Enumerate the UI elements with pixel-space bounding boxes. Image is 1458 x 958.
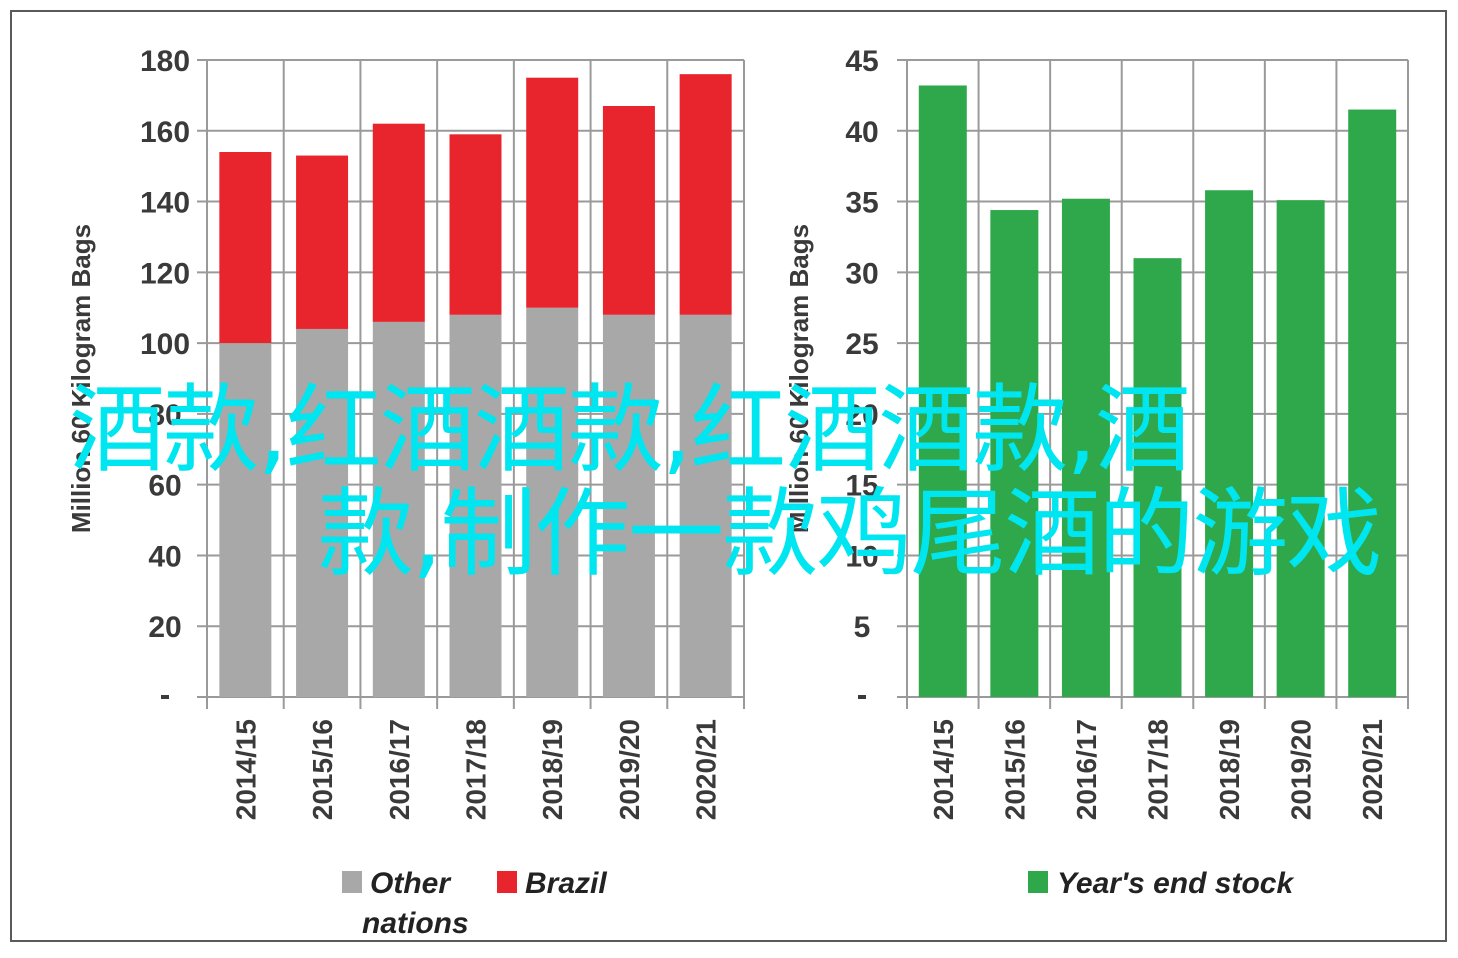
bar-other-nations — [372, 321, 425, 697]
legend-swatch — [342, 871, 362, 893]
y-tick-label: 40 — [148, 540, 181, 573]
image-frame — [10, 10, 1447, 942]
bar-brazil — [219, 152, 272, 344]
bar-other-nations — [526, 307, 579, 697]
y-tick-mark — [858, 695, 866, 699]
y-tick-label: 45 — [845, 45, 878, 78]
bar-year-s-end-stock — [1061, 198, 1110, 698]
y-tick-label: 40 — [845, 116, 878, 149]
y-tick-mark — [161, 695, 169, 699]
bar-year-s-end-stock — [1348, 109, 1397, 698]
bar-brazil — [449, 134, 502, 315]
x-tick-label: 2018/19 — [537, 719, 568, 820]
y-tick-label: 60 — [148, 470, 181, 503]
bar-brazil — [296, 155, 349, 329]
x-tick-label: 2018/19 — [1214, 719, 1245, 820]
y-tick-label: 180 — [140, 45, 190, 78]
x-tick-label: 2019/20 — [1286, 719, 1317, 820]
bar-other-nations — [449, 314, 502, 697]
y-tick-label: 5 — [854, 611, 871, 644]
legend-label: Other — [370, 867, 452, 900]
x-tick-label: 2015/16 — [999, 719, 1030, 820]
y-tick-label: 20 — [148, 611, 181, 644]
bar-year-s-end-stock — [990, 210, 1039, 697]
bar-year-s-end-stock — [1133, 258, 1182, 697]
legend-swatch — [1028, 871, 1048, 893]
bar-year-s-end-stock — [1205, 190, 1254, 697]
y-tick-label: 15 — [845, 470, 878, 503]
legend-label-line2: nations — [362, 907, 469, 940]
bar-brazil — [526, 77, 579, 308]
y-tick-label: 25 — [845, 328, 878, 361]
legend-swatch — [497, 871, 517, 893]
y-axis-label: Million 60 Kilogram Bags — [784, 224, 814, 533]
y-tick-label: 80 — [148, 399, 181, 432]
y-tick-label: 120 — [140, 257, 190, 290]
bar-brazil — [679, 74, 732, 315]
x-tick-label: 2020/21 — [1357, 719, 1388, 820]
bar-brazil — [372, 123, 425, 322]
bar-other-nations — [602, 314, 655, 697]
y-tick-label: 10 — [845, 540, 878, 573]
y-tick-label: 100 — [140, 328, 190, 361]
x-tick-label: 2014/15 — [928, 719, 959, 820]
y-tick-label: 160 — [140, 116, 190, 149]
chart-1: 20 40 60 80 100 120 140 160 180 Million 60 Kilogr… — [66, 45, 745, 940]
legend-label: Year's end stock — [1057, 867, 1294, 900]
x-tick-label: 2017/18 — [461, 719, 492, 820]
x-tick-label: 2014/15 — [230, 719, 261, 820]
bar-other-nations — [679, 314, 732, 697]
y-tick-label: 140 — [140, 187, 190, 220]
bar-brazil — [602, 106, 655, 315]
bar-year-s-end-stock — [1276, 200, 1325, 697]
x-tick-label: 2016/17 — [384, 719, 415, 820]
bar-other-nations — [296, 328, 349, 697]
bar-year-s-end-stock — [918, 85, 967, 698]
chart-2: 5 10 15 20 25 30 35 40 45 Million 60 Kilogram Bag… — [784, 45, 1409, 900]
bar-other-nations — [219, 343, 272, 697]
x-tick-label: 2020/21 — [691, 719, 722, 820]
x-tick-label: 2017/18 — [1143, 719, 1174, 820]
y-tick-label: 35 — [845, 187, 878, 220]
y-axis-label: Million 60 Kilogram Bags — [66, 224, 96, 533]
y-tick-label: 30 — [845, 257, 878, 290]
legend-label: Brazil — [525, 867, 607, 900]
x-tick-label: 2015/16 — [307, 719, 338, 820]
x-tick-label: 2016/17 — [1071, 719, 1102, 820]
y-tick-label: 20 — [845, 399, 878, 432]
x-tick-label: 2019/20 — [614, 719, 645, 820]
